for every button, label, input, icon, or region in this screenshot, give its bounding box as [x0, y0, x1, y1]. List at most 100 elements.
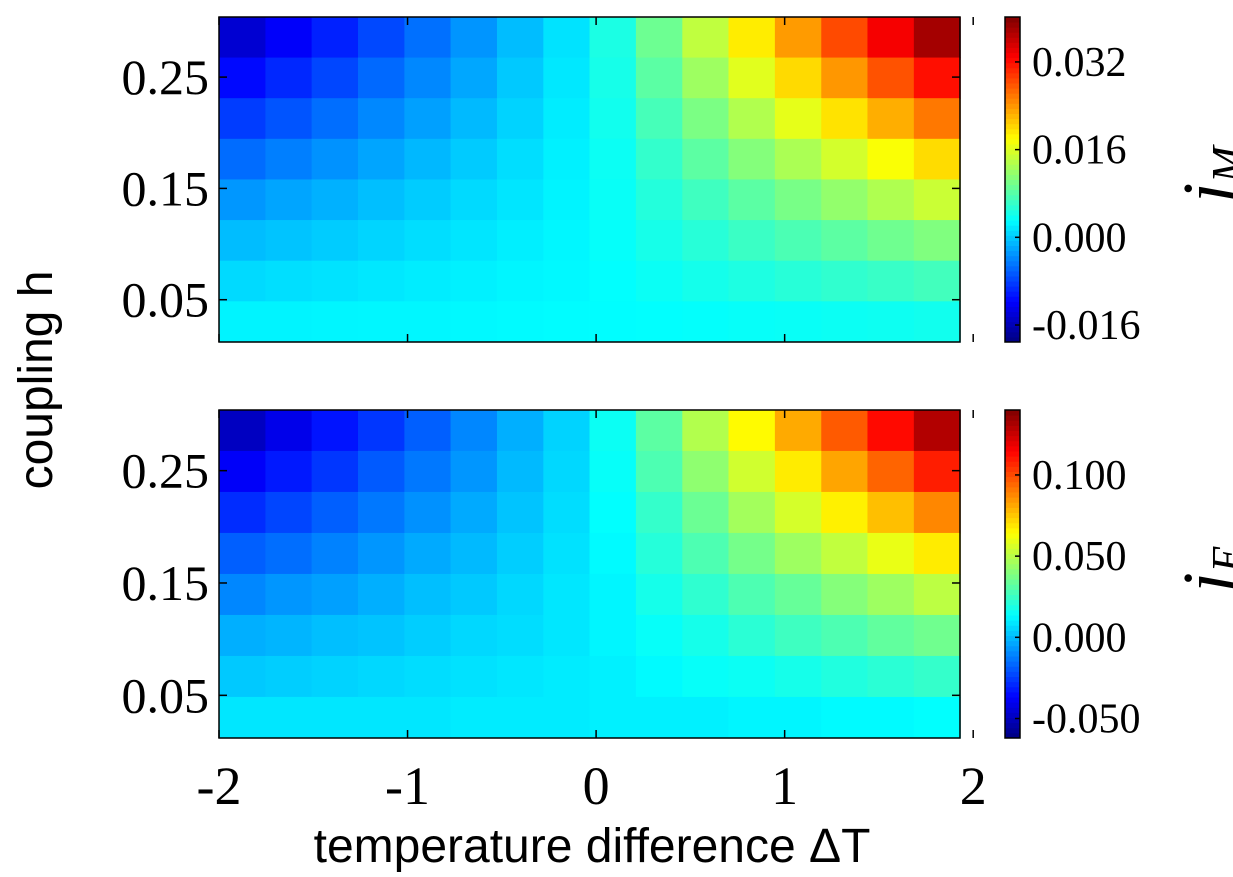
heat-cell	[496, 179, 544, 221]
colorbar-swatch	[1005, 265, 1020, 272]
heat-cell	[728, 57, 776, 99]
heat-cell	[913, 179, 961, 221]
colorbar-swatch	[1005, 52, 1020, 59]
colorbar-label-symbol: j	[1168, 183, 1233, 211]
heat-cell	[265, 532, 313, 575]
heat-cell	[728, 98, 776, 140]
x-axis-label: temperature difference ΔT	[314, 820, 871, 873]
heat-cell	[821, 450, 869, 493]
heat-cell	[265, 138, 313, 181]
heat-cell	[867, 220, 915, 262]
colorbar-swatch	[1005, 179, 1020, 186]
colorbar-swatch	[1005, 209, 1020, 216]
heat-cell	[357, 450, 405, 493]
heat-cell	[774, 532, 822, 575]
heat-cell	[867, 98, 915, 140]
heat-cell	[774, 179, 822, 221]
heat-cell	[265, 614, 313, 657]
heat-cell	[265, 491, 313, 534]
heat-cell	[265, 57, 313, 99]
colorbar-swatch	[1005, 331, 1020, 338]
heat-cell	[635, 491, 683, 534]
heat-cell	[219, 614, 266, 657]
colorbar-swatch	[1005, 697, 1020, 703]
heat-cell	[867, 655, 915, 698]
colorbar-swatch	[1005, 538, 1020, 544]
heat-cell	[543, 450, 591, 493]
heat-cell	[404, 532, 452, 575]
heat-cell	[496, 138, 544, 181]
heat-cell	[821, 696, 869, 739]
colorbar-swatch	[1005, 543, 1020, 549]
colorbar-swatch	[1005, 702, 1020, 708]
heat-cell	[728, 260, 776, 302]
colorbar-swatch	[1005, 461, 1020, 467]
heat-cell	[821, 57, 869, 99]
heat-cell	[265, 655, 313, 698]
heat-cell	[357, 301, 405, 343]
colorbar-swatch	[1005, 169, 1020, 175]
heat-cell	[219, 260, 266, 302]
heat-cell	[867, 450, 915, 493]
heat-cell	[867, 573, 915, 616]
heat-cell	[635, 532, 683, 575]
colorbar-swatch	[1005, 425, 1020, 431]
heat-cell	[774, 57, 822, 99]
colorbar-swatch	[1005, 311, 1020, 318]
colorbar-swatch	[1005, 67, 1020, 74]
colorbar-swatch	[1005, 471, 1020, 478]
heat-cell	[496, 450, 544, 493]
heat-cell	[543, 491, 591, 534]
heat-cell	[913, 450, 961, 493]
colorbar-tick-label: 0.032	[1032, 40, 1127, 86]
heat-cell	[404, 98, 452, 140]
heat-cell	[682, 532, 730, 575]
heat-cell	[774, 16, 822, 59]
heat-cell	[265, 450, 313, 493]
heat-cell	[682, 260, 730, 302]
heat-cell	[728, 491, 776, 534]
heat-cell	[450, 260, 498, 302]
y-tick-label: 0.05	[122, 272, 210, 328]
colorbar-swatch	[1005, 270, 1020, 277]
colorbar-swatch	[1005, 316, 1020, 323]
heat-cell	[357, 614, 405, 657]
colorbar-swatch	[1005, 579, 1020, 585]
colorbar-swatch	[1005, 230, 1020, 236]
heat-cell	[867, 57, 915, 99]
heat-cell	[404, 301, 452, 343]
colorbar-swatch	[1005, 620, 1020, 626]
y-tick-label: 0.05	[122, 667, 210, 723]
heat-cell	[450, 696, 498, 739]
heat-cell	[821, 655, 869, 698]
colorbar-swatch	[1005, 671, 1020, 677]
heat-cell	[913, 696, 961, 739]
heat-cell	[867, 301, 915, 343]
heat-cell	[821, 98, 869, 140]
heat-cell	[682, 301, 730, 343]
heat-cell	[311, 260, 359, 302]
heat-cell	[543, 301, 591, 343]
heat-cell	[496, 260, 544, 302]
colorbar-tick-label: 0.100	[1032, 453, 1127, 499]
heat-cell	[821, 138, 869, 181]
colorbar-swatch	[1005, 204, 1020, 211]
colorbar-tick-label: -0.016	[1032, 303, 1141, 349]
heat-cell	[450, 614, 498, 657]
heat-cell	[357, 655, 405, 698]
heat-cell	[219, 532, 266, 575]
colorbar-label: jE	[1168, 545, 1233, 600]
heat-cell	[311, 655, 359, 698]
heat-cell	[219, 16, 266, 59]
x-tick-label: -1	[385, 756, 430, 816]
colorbar-swatch	[1005, 133, 1020, 140]
heat-cell	[589, 532, 637, 575]
x-tick-label: 2	[960, 756, 987, 816]
colorbar-swatch	[1005, 568, 1020, 575]
colorbar-swatch	[1005, 661, 1020, 667]
heat-cell	[404, 409, 452, 452]
heat-cell	[265, 16, 313, 59]
heat-cell	[589, 179, 637, 221]
x-tick-label: -2	[197, 756, 242, 816]
heat-cell	[682, 179, 730, 221]
